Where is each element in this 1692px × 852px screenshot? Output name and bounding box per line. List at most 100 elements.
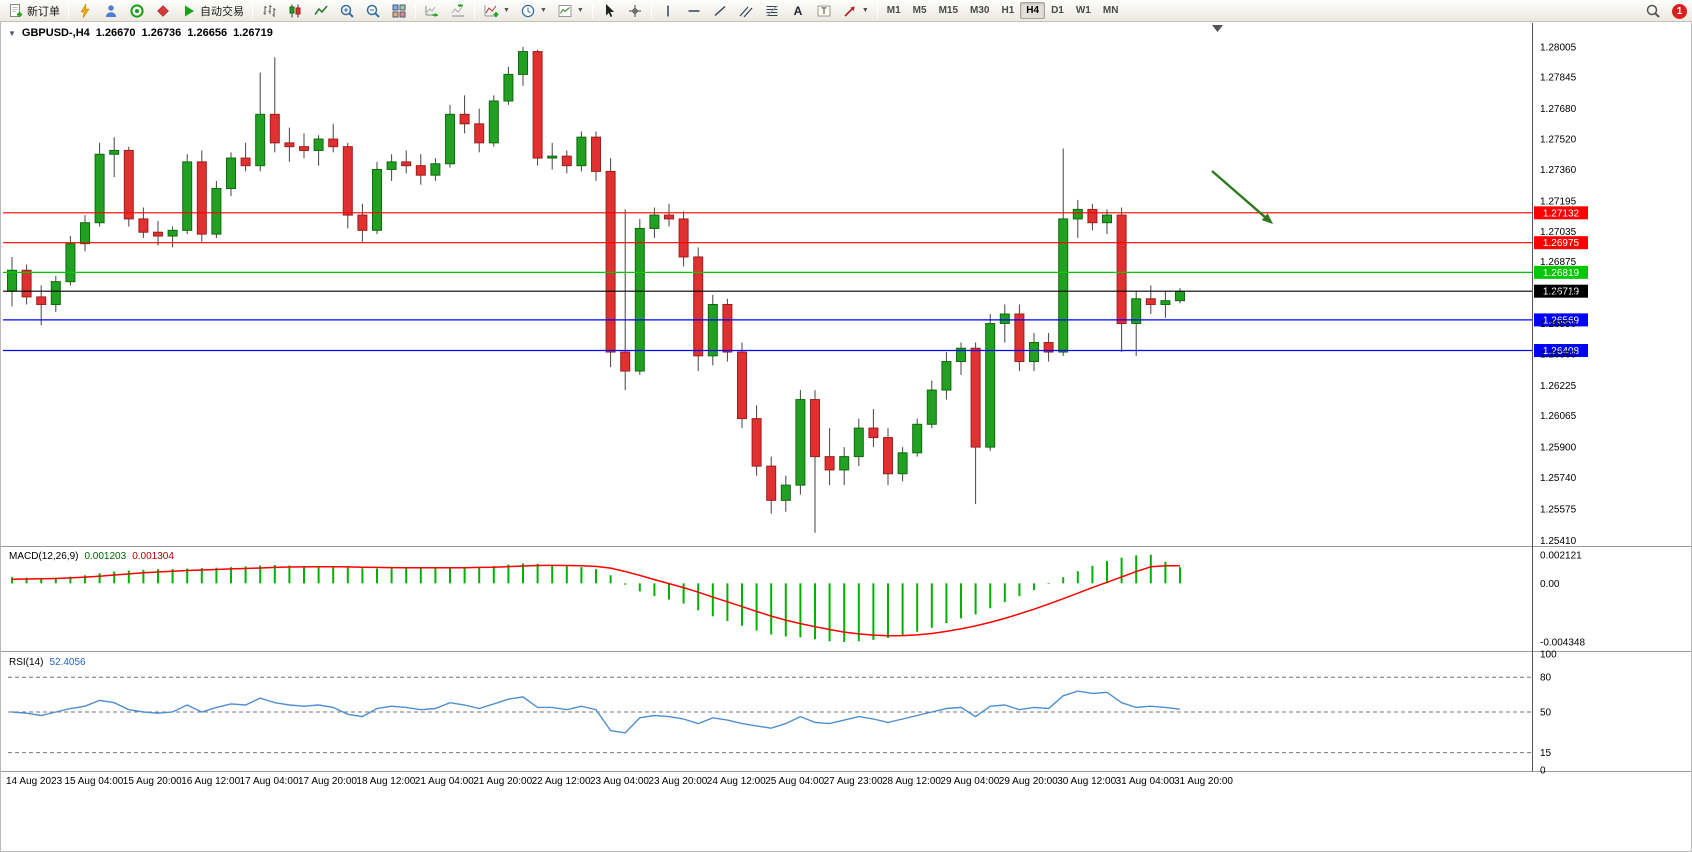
macd-signal-line [11,564,1180,637]
candle [445,104,455,168]
timeframe-m30-button[interactable]: M30 [970,5,990,16]
rsi-axis-label: 50 [1540,708,1552,719]
templates-button[interactable]: ▼ [553,1,588,20]
rsi-axis-label: 100 [1540,650,1557,661]
text-label-icon: T [817,5,831,16]
timeframe-m5-button[interactable]: M5 [912,5,927,16]
line-chart-button[interactable] [309,1,333,20]
timeframe-d1-button[interactable]: D1 [1051,5,1064,16]
candle [883,428,893,486]
candle [196,150,207,242]
green-circle-icon [130,3,144,18]
arrows-button[interactable]: ▼ [838,1,873,20]
rsi-value: 52.4056 [49,657,86,668]
candle [284,127,295,162]
periods-button[interactable]: ▼ [516,1,551,20]
trendline-button[interactable] [708,1,732,20]
cursor-button[interactable] [597,1,621,20]
price-tag-1.26819: 1.26819 [1534,265,1588,279]
chart-close-value: 1.26719 [233,27,273,39]
timeframe-m15-button[interactable]: M15 [938,5,959,16]
timeframe-m1-button[interactable]: M1 [886,5,901,16]
price-axis-label: 1.26390 [1540,349,1577,360]
notification-badge[interactable]: 1 [1672,3,1687,19]
time-axis-label: 14 Aug 2023 [6,776,63,787]
candle [21,264,32,305]
candle [839,447,850,486]
time-axis-label: 29 Aug 04:00 [940,776,999,787]
candle [547,142,558,170]
candlestick-chart-button[interactable] [283,1,307,20]
time-axis-label: 17 Aug 20:00 [298,776,357,787]
time-axis-label: 21 Aug 04:00 [415,776,474,787]
time-axis-label: 31 Aug 20:00 [1174,776,1233,787]
price-tag-1.26408: 1.26408 [1534,344,1588,358]
auto-scroll-button[interactable] [420,1,444,20]
charts-button[interactable] [73,1,97,20]
equidistant-channel-button[interactable] [734,1,758,20]
crosshair-icon [628,4,641,17]
chart-low-value: 1.26656 [187,27,228,39]
text-button[interactable]: A [786,1,810,20]
time-axis-label: 16 Aug 12:00 [181,776,240,787]
price-axis-label: 1.28005 [1540,42,1577,53]
macd-axis-label: 0.00 [1540,579,1560,590]
one-click-trading-toggle[interactable]: ▼ [8,28,16,38]
horizontal-line-button[interactable] [682,1,706,20]
dropdown-arrow-icon: ▼ [503,7,510,14]
timeframe-mn-button[interactable]: MN [1102,5,1119,16]
indicators-button[interactable]: ▼ [479,1,514,20]
time-axis-label: 15 Aug 20:00 [123,776,182,787]
candle [766,456,777,514]
time-axis-label: 23 Aug 04:00 [590,776,649,787]
timeframe-h1-button[interactable]: H1 [1001,5,1015,16]
toolbar-separator [415,3,416,18]
timeframe-h4-button[interactable]: H4 [1020,2,1046,19]
profiles-button[interactable] [99,1,123,20]
tile-windows-button[interactable] [387,1,411,20]
zoom-in-button[interactable] [335,1,359,20]
bar-chart-button[interactable] [257,1,281,20]
time-axis-label: 30 Aug 12:00 [1057,776,1116,787]
text-label-button[interactable]: T [812,1,836,20]
candle [897,447,908,482]
candle [1087,203,1098,231]
vertical-line-button[interactable] [656,1,680,20]
market-watch-button[interactable] [125,1,149,20]
candle [313,135,324,166]
candle [123,146,134,227]
arrow-tool-icon [844,5,855,17]
new-order-label: 新订单 [27,5,60,18]
candle [591,131,601,181]
chart-high-value: 1.26736 [141,27,182,39]
play-icon [185,5,194,16]
zoom-in-icon [340,4,354,18]
timeframe-w1-button[interactable]: W1 [1075,5,1091,16]
fibonacci-button[interactable] [760,1,784,20]
chart-shift-button[interactable] [446,1,470,20]
macd-axis-label: 0.002121 [1540,550,1582,561]
candle [532,49,543,166]
search-button[interactable] [1641,2,1665,21]
navigator-button[interactable] [151,1,175,20]
candle [941,352,952,400]
time-axis-label: 18 Aug 12:00 [356,776,415,787]
candle [36,285,47,326]
zoom-out-button[interactable] [361,1,385,20]
arrow-annotation[interactable] [1211,170,1272,223]
svg-text:1.27132: 1.27132 [1543,208,1580,219]
candle [693,247,704,372]
price-axis-label: 1.25900 [1540,443,1577,454]
chart-shift-marker[interactable] [1212,25,1223,32]
candle [561,150,572,174]
channel-icon [739,6,753,17]
candle [1029,333,1039,372]
candle [999,304,1010,343]
person-icon [106,4,116,17]
autotrading-button[interactable]: 自动交易 [177,1,248,20]
doc-plus-icon [10,3,22,17]
new-order-button[interactable]: 新订单 [4,1,64,20]
hline-icon [688,9,700,12]
crosshair-button[interactable] [623,1,647,20]
